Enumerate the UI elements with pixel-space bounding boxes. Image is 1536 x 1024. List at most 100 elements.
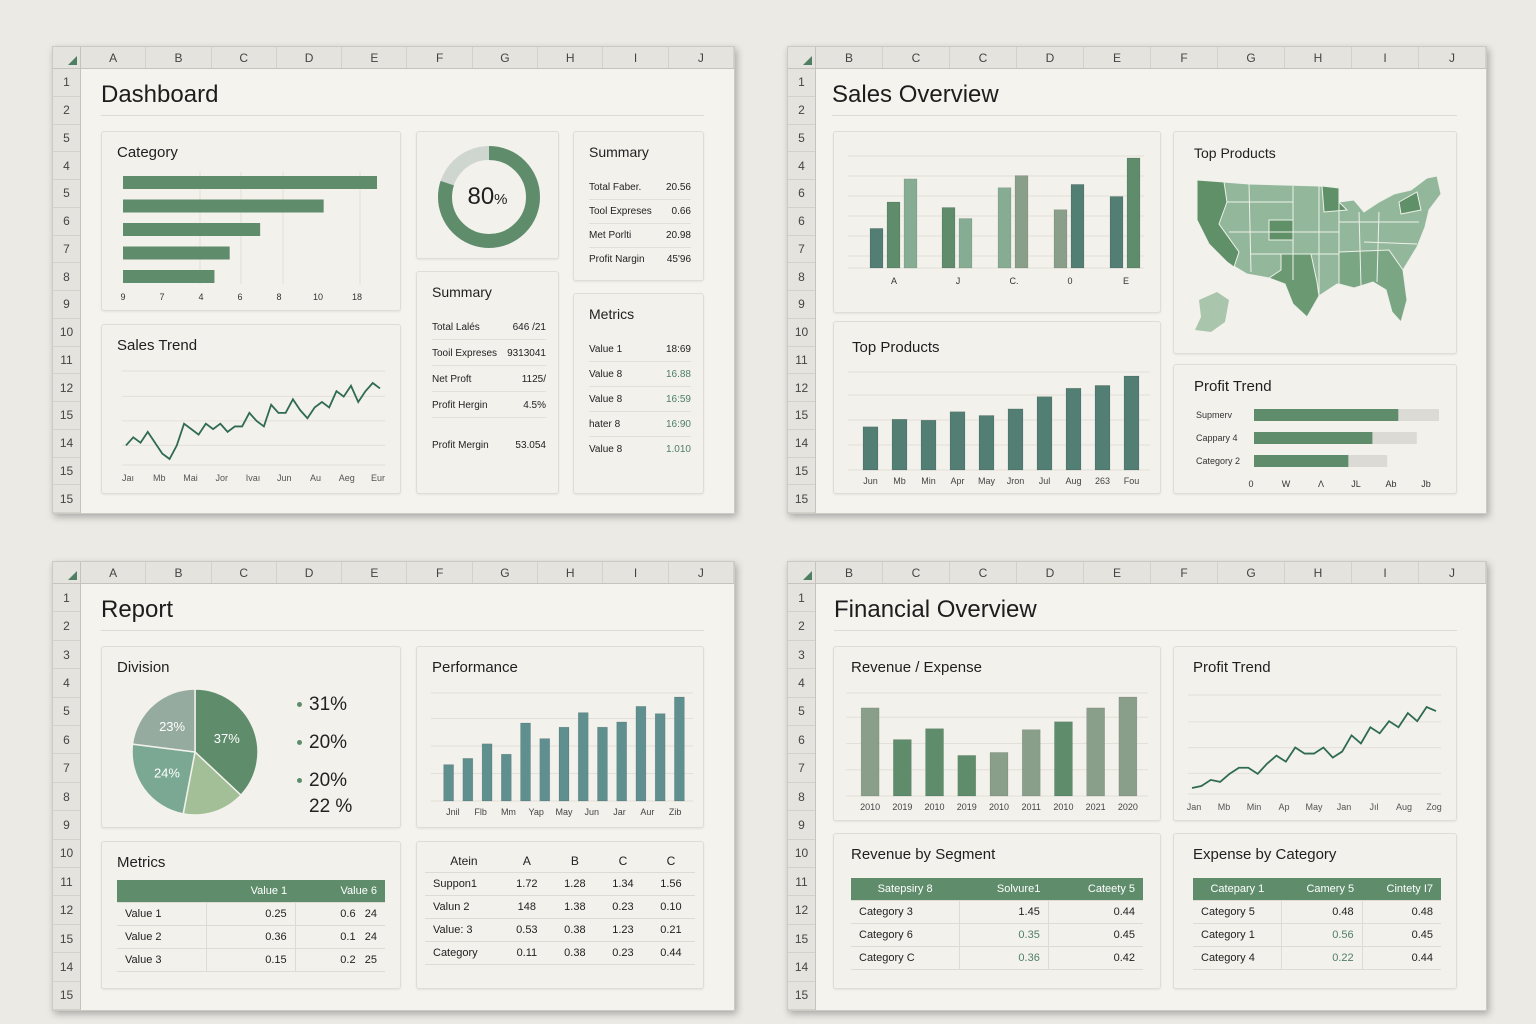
metrics-panel[interactable]: Metrics Value 1 Value 6 Value 1 0.25 0.6 24 V… — [101, 841, 401, 989]
column-header[interactable]: B — [816, 47, 883, 68]
column-header[interactable]: E — [1084, 562, 1151, 583]
column-header[interactable]: C — [212, 47, 277, 68]
row-header[interactable]: 9 — [788, 291, 815, 319]
row-header[interactable]: 14 — [53, 953, 80, 982]
row-header[interactable]: 15 — [53, 925, 80, 954]
grouped-bar-panel[interactable]: A J C. 0 E — [833, 131, 1161, 313]
row-header[interactable]: 5 — [788, 125, 815, 153]
column-header[interactable]: J — [1419, 47, 1486, 68]
row-header[interactable]: 1 — [788, 584, 815, 613]
row-header[interactable]: 8 — [53, 783, 80, 812]
column-header[interactable]: E — [342, 47, 408, 68]
column-header[interactable]: F — [407, 47, 473, 68]
select-all-corner[interactable] — [53, 562, 81, 583]
row-header[interactable]: 15 — [788, 458, 815, 486]
row-header[interactable]: 2 — [788, 97, 815, 125]
column-header[interactable]: B — [816, 562, 883, 583]
column-header[interactable]: F — [1151, 47, 1218, 68]
column-header[interactable]: E — [1084, 47, 1151, 68]
row-header[interactable]: 3 — [788, 641, 815, 670]
sales-trend-panel[interactable]: Sales Trend Jaı Mb Mai Jor Ivaı Jun Au Aeg Eur — [101, 324, 401, 494]
row-header[interactable]: 9 — [53, 811, 80, 840]
column-header[interactable]: H — [1285, 562, 1352, 583]
row-header[interactable]: 5 — [53, 698, 80, 727]
row-header[interactable]: 15 — [788, 485, 815, 513]
row-header[interactable]: 15 — [788, 402, 815, 430]
summary-panel-bottom[interactable]: Summary Total Lalés 646 /21 Tooil Expreses… — [416, 271, 559, 494]
row-header[interactable]: 12 — [788, 896, 815, 925]
metrics-panel[interactable]: Metrics Value 1 18:69 Value 8 16.88 Value 8 1… — [573, 293, 704, 494]
row-header[interactable]: 15 — [53, 982, 80, 1011]
row-header[interactable]: 12 — [788, 374, 815, 402]
column-header[interactable]: D — [1017, 562, 1084, 583]
row-header[interactable]: 5 — [53, 125, 80, 153]
column-header[interactable]: H — [538, 47, 604, 68]
profit-trend-panel[interactable]: Profit Trend Jan Mb Min Ap May Jan Jıl Aug Zog — [1173, 646, 1457, 821]
expense-by-category-panel[interactable]: Expense by Category Catepary 1 Camery 5 Ci… — [1173, 833, 1457, 989]
row-header[interactable]: 1 — [53, 584, 80, 613]
row-header[interactable]: 12 — [53, 374, 80, 402]
profit-trend-panel[interactable]: Profit Trend Supmerv Cappary 4 Category 2 0… — [1173, 364, 1457, 494]
column-header[interactable]: I — [603, 47, 669, 68]
row-header[interactable]: 12 — [53, 896, 80, 925]
column-header[interactable]: A — [81, 562, 147, 583]
row-header[interactable]: 4 — [53, 669, 80, 698]
row-header[interactable]: 6 — [53, 726, 80, 755]
row-header[interactable]: 1 — [788, 69, 815, 97]
row-header[interactable]: 6 — [788, 208, 815, 236]
column-header[interactable]: C — [883, 47, 950, 68]
row-header[interactable]: 11 — [53, 347, 80, 375]
row-header[interactable]: 7 — [53, 236, 80, 264]
row-header[interactable]: 11 — [788, 868, 815, 897]
column-header[interactable]: E — [342, 562, 408, 583]
column-header[interactable]: F — [407, 562, 473, 583]
top-products-chart-panel[interactable]: Top Products Jun Mb Min Apr May Jron Jul Aug 263… — [833, 321, 1161, 494]
column-header[interactable]: J — [1419, 562, 1486, 583]
row-header[interactable]: 2 — [53, 97, 80, 125]
row-header[interactable]: 8 — [788, 263, 815, 291]
column-header[interactable]: D — [1017, 47, 1084, 68]
column-header[interactable]: G — [473, 562, 539, 583]
row-header[interactable]: 10 — [788, 840, 815, 869]
row-header[interactable]: 6 — [788, 726, 815, 755]
column-header[interactable]: I — [603, 562, 669, 583]
row-header[interactable]: 2 — [788, 612, 815, 641]
row-header[interactable]: 7 — [788, 236, 815, 264]
row-header[interactable]: 11 — [53, 868, 80, 897]
column-header[interactable]: A — [81, 47, 147, 68]
row-header[interactable]: 9 — [788, 811, 815, 840]
column-header[interactable]: H — [538, 562, 604, 583]
row-header[interactable]: 15 — [53, 485, 80, 513]
row-header[interactable]: 8 — [53, 263, 80, 291]
row-header[interactable]: 1 — [53, 69, 80, 97]
column-header[interactable]: I — [1352, 562, 1419, 583]
column-header[interactable]: D — [277, 562, 343, 583]
row-header[interactable]: 8 — [788, 783, 815, 812]
column-header[interactable]: B — [146, 562, 212, 583]
row-header[interactable]: 10 — [53, 319, 80, 347]
revenue-by-segment-panel[interactable]: Revenue by Segment Satepsiry 8 Solvure1 Ca… — [833, 833, 1161, 989]
column-header[interactable]: C — [212, 562, 277, 583]
column-header[interactable]: I — [1352, 47, 1419, 68]
column-header[interactable]: B — [146, 47, 212, 68]
performance-panel[interactable]: Performance Jnil Flb Mm Yap May Jun Jar Aur Zib — [416, 646, 704, 828]
row-header[interactable]: 14 — [788, 953, 815, 982]
donut-panel[interactable]: 80% — [416, 131, 559, 259]
category-panel[interactable]: Category 9 7 4 6 8 10 18 — [101, 131, 401, 311]
row-header[interactable]: 7 — [788, 754, 815, 783]
column-header[interactable]: C — [883, 562, 950, 583]
column-header[interactable]: G — [1218, 47, 1285, 68]
row-header[interactable]: 11 — [788, 347, 815, 375]
row-header[interactable]: 2 — [53, 612, 80, 641]
row-header[interactable]: 14 — [53, 430, 80, 458]
row-header[interactable]: 3 — [53, 641, 80, 670]
column-header[interactable]: F — [1151, 562, 1218, 583]
select-all-corner[interactable] — [788, 562, 816, 583]
column-header[interactable]: C — [950, 562, 1017, 583]
row-header[interactable]: 15 — [53, 458, 80, 486]
row-header[interactable]: 15 — [53, 402, 80, 430]
summary-panel-top[interactable]: Summary Total Faber. 20.56 Tool Expreses 0.… — [573, 131, 704, 281]
column-header[interactable]: D — [277, 47, 343, 68]
select-all-corner[interactable] — [788, 47, 816, 68]
select-all-corner[interactable] — [53, 47, 81, 68]
